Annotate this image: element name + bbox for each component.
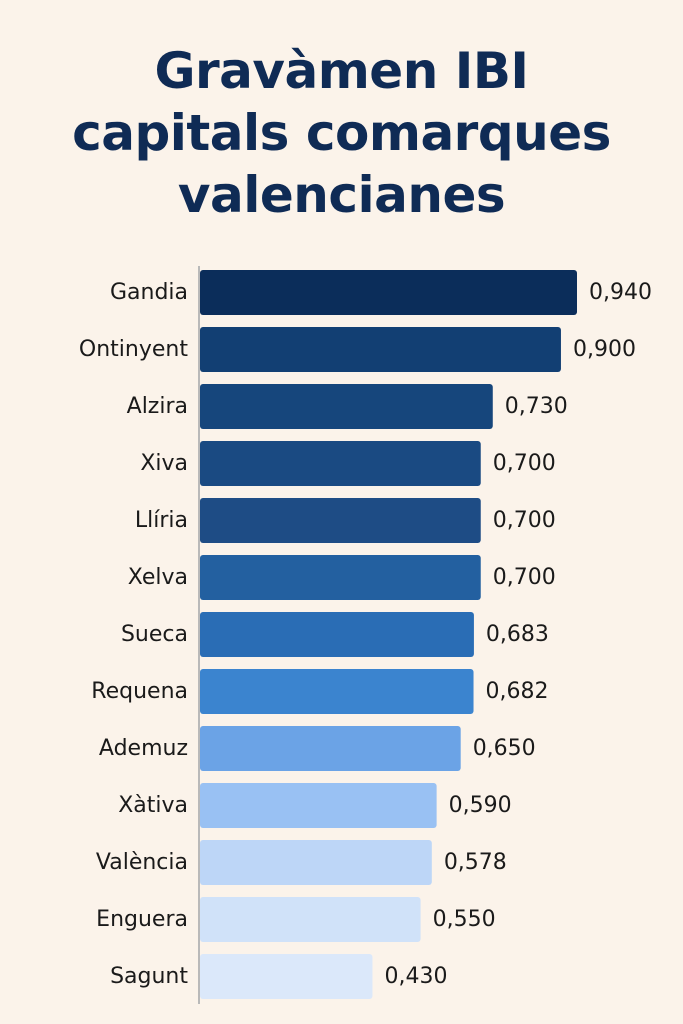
bar-gandia <box>200 270 577 315</box>
category-label: Xàtiva <box>118 793 188 818</box>
value-label: 0,700 <box>493 451 556 476</box>
category-label: València <box>96 850 188 875</box>
chart-title-line-1: Gravàmen IBI <box>154 42 529 100</box>
value-labels-group: 0,940 0,900 0,730 0,700 0,700 0,700 0,683 0,682… <box>384 280 652 989</box>
bar-xàtiva <box>200 783 437 828</box>
bar-xiva <box>200 441 481 486</box>
chart-title-line-2: capitals comarques <box>72 104 611 162</box>
bar-ontinyent <box>200 327 561 372</box>
category-label: Alzira <box>127 394 188 419</box>
value-label: 0,940 <box>589 280 652 305</box>
value-label: 0,650 <box>473 736 536 761</box>
category-label: Ontinyent <box>79 337 188 362</box>
value-label: 0,590 <box>449 793 512 818</box>
category-labels-group: Gandia Ontinyent Alzira Xiva Llíria Xelva Suec… <box>79 280 188 989</box>
chart-title-line-3: valencianes <box>177 166 506 224</box>
category-label: Xiva <box>140 451 188 476</box>
value-label: 0,682 <box>486 679 549 704</box>
value-label: 0,430 <box>384 964 447 989</box>
bar-requena <box>200 669 474 714</box>
value-label: 0,730 <box>505 394 568 419</box>
bar-llíria <box>200 498 481 543</box>
value-label: 0,900 <box>573 337 636 362</box>
bars-group <box>200 270 577 999</box>
value-label: 0,578 <box>444 850 507 875</box>
value-label: 0,700 <box>493 508 556 533</box>
category-label: Sueca <box>121 622 188 647</box>
bar-valència <box>200 840 432 885</box>
chart-title: Gravàmen IBI capitals comarques valencia… <box>0 40 683 226</box>
value-label: 0,683 <box>486 622 549 647</box>
category-label: Sagunt <box>110 964 188 989</box>
category-label: Llíria <box>135 508 188 533</box>
bar-alzira <box>200 384 493 429</box>
category-label: Ademuz <box>99 736 188 761</box>
category-label: Enguera <box>96 907 188 932</box>
value-label: 0,700 <box>493 565 556 590</box>
category-label: Requena <box>91 679 188 704</box>
category-label: Xelva <box>128 565 188 590</box>
bar-ademuz <box>200 726 461 771</box>
category-label: Gandia <box>110 280 188 305</box>
bar-sagunt <box>200 954 373 999</box>
value-label: 0,550 <box>433 907 496 932</box>
bar-enguera <box>200 897 421 942</box>
bar-xelva <box>200 555 481 600</box>
bar-sueca <box>200 612 474 657</box>
